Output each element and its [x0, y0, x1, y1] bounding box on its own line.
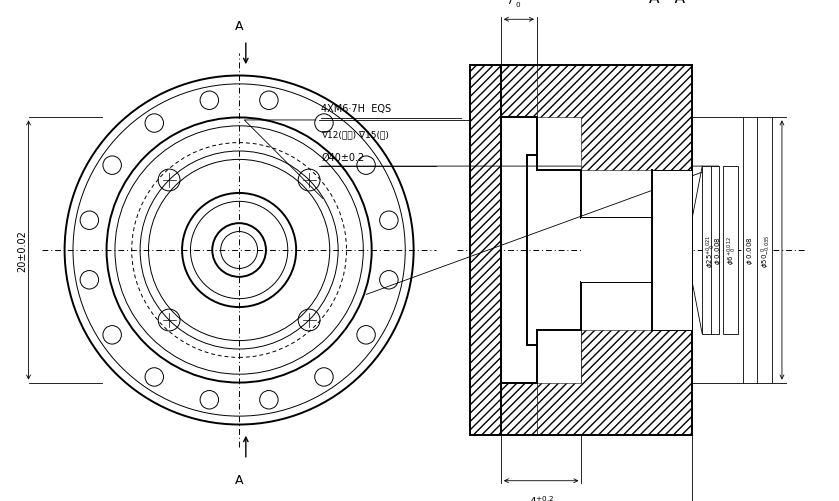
Text: $\phi\ 0.008$: $\phi\ 0.008$ [713, 236, 723, 265]
Bar [723, 167, 738, 334]
Text: 4XM6·7H  EQS: 4XM6·7H EQS [321, 104, 392, 114]
Bar [743, 118, 772, 383]
Bar [581, 218, 652, 283]
Polygon shape [537, 66, 692, 171]
Polygon shape [501, 66, 537, 118]
Text: A: A [235, 473, 243, 486]
Text: $4^{+0.2}_{\ 0}$: $4^{+0.2}_{\ 0}$ [529, 493, 554, 501]
Text: ∇12(路纹) ∇15(孔): ∇12(路纹) ∇15(孔) [321, 130, 389, 139]
Polygon shape [537, 330, 692, 435]
Text: $\phi50^{\ \ 0}_{-0.035}$: $\phi50^{\ \ 0}_{-0.035}$ [759, 234, 773, 267]
Polygon shape [470, 66, 501, 435]
Text: $\phi25^{+0.021}_{\ \ \ \ 0}$: $\phi25^{+0.021}_{\ \ \ \ 0}$ [705, 234, 718, 267]
Text: $\phi6^{+0.012}_{\ \ \ 0}$: $\phi6^{+0.012}_{\ \ \ 0}$ [726, 236, 739, 265]
Text: $7^{+0.2}_{\ 0}$: $7^{+0.2}_{\ 0}$ [507, 0, 531, 10]
Text: 20±0.02: 20±0.02 [18, 229, 28, 272]
Bar [652, 171, 692, 330]
Text: $\phi\ 0.008$: $\phi\ 0.008$ [745, 236, 755, 265]
Text: A: A [235, 20, 243, 33]
Polygon shape [501, 383, 537, 435]
Text: A - A: A - A [649, 0, 685, 6]
Bar [702, 167, 719, 334]
Text: Ø40±0.2: Ø40±0.2 [321, 153, 365, 163]
